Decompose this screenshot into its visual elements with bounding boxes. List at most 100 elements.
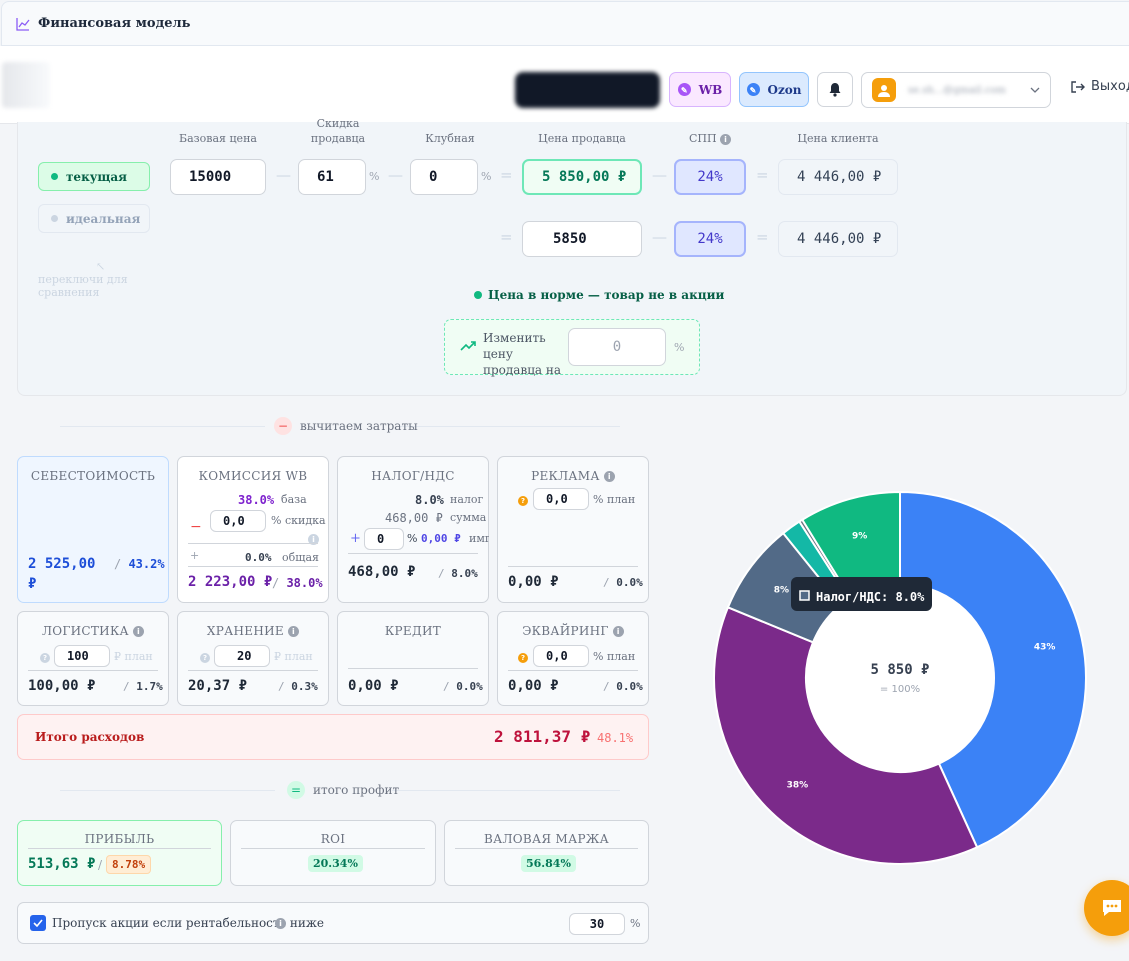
logo[interactable] [2,62,50,108]
profit-card: ПРИБЫЛЬ 513,63 ₽ / 8.78% [17,820,222,886]
tax-sum: 468,00 ₽ [385,511,443,525]
storage-pct: 0.3% [291,680,318,693]
edit-icon: ✎ [746,83,760,96]
ads-title-wrap: РЕКЛАМА i [498,469,648,483]
credit-pct-wrap: / 0.0% [443,680,483,693]
expenses-divider-label: вычитаем затраты [300,419,418,433]
card-separator [508,566,638,567]
chat-button[interactable] [1084,880,1129,936]
client-price-label: Цена клиента [797,132,879,145]
arrow-up-icon: ↖ [96,260,106,273]
blurred-button[interactable] [515,72,660,108]
skip-promo-input[interactable]: 30 [569,913,625,935]
storage-title-wrap: ХРАНЕНИЕ i [178,624,328,638]
info-icon[interactable]: i [308,534,319,545]
roi-title: ROI [320,832,346,846]
cost-card: СЕБЕСТОИМОСТЬ 2 525,00 ₽ / 43.2% [17,456,169,603]
profit-value: 513,63 ₽ [28,856,96,872]
logistics-plan-input[interactable]: 100 [54,645,110,667]
total-expenses: Итого расходов 2 811,37 ₽ 48.1% [17,714,649,760]
tax-rate: 8.0% [415,493,444,507]
slice-label: 43% [1034,643,1056,653]
window-titlebar: Финансовая модель [1,1,1129,46]
logistics-pct: 1.7% [136,680,163,693]
ozon-button[interactable]: ✎ Ozon [739,72,809,107]
user-icon [878,84,890,97]
profit-title: ПРИБЫЛЬ [84,832,155,846]
storage-pct-wrap: / 0.3% [278,680,318,693]
check-icon [33,919,43,927]
chart-tooltip: Налог/НДС: 8.0% [791,577,932,611]
question-icon[interactable]: ? [40,653,50,663]
divider-line [60,426,265,427]
client-price-output: 4 446,00 ₽ [778,159,898,195]
base-price-input[interactable]: 15000 [170,159,266,195]
info-icon[interactable]: i [133,626,145,637]
tax-sum-label: сумма [450,511,487,524]
mode-current-toggle[interactable]: текущая [38,162,150,191]
logout-button[interactable]: Выход [1071,79,1129,94]
profit-divider-label: итого профит [313,783,400,797]
tax-title: НАЛОГ/НДС [371,469,455,483]
divider-line [392,790,620,791]
notifications-button[interactable] [817,72,853,107]
discount-input[interactable]: 61 [298,159,366,195]
info-icon[interactable]: i [612,626,624,637]
equals-circle-icon: = [287,781,305,799]
change-price-label: Изменить цену продавца на [483,331,562,377]
wb-label: WB [698,82,723,97]
info-icon[interactable]: i [720,133,732,145]
minus-sign: — [388,166,403,184]
edit-icon: ✎ [677,83,691,96]
slice-label: 9% [852,532,867,542]
info-icon[interactable]: i [288,626,300,637]
change-price-input[interactable]: 0 [568,328,666,366]
spp-label: СПП [688,132,717,145]
roi-badge: 20.34% [308,855,363,872]
base-price-label: Базовая цена [179,132,257,145]
commission-title: КОМИССИЯ WB [198,469,308,483]
trend-up-icon [460,341,476,351]
mode-ideal-label: идеальная [66,211,141,226]
tax-imp-input[interactable]: 0 [364,528,404,550]
question-icon[interactable]: ? [518,496,528,506]
chart-line-icon [16,17,30,31]
tax-pct-wrap: / 8.0% [438,567,478,580]
question-icon[interactable]: ? [200,653,210,663]
minus-sign: — [276,166,291,184]
logistics-pct-wrap: / 1.7% [123,680,163,693]
price-status-text: Цена в норме — товар не в акции [488,288,725,302]
card-separator [455,848,638,849]
wb-button[interactable]: ✎ WB [669,72,731,107]
percent-sign: % [407,532,418,545]
tax-pct: 8.0% [451,567,478,580]
expenses-divider: − вычитаем затраты [274,417,418,435]
slash-sep: / [98,858,103,872]
logistics-title-wrap: ЛОГИСТИКА i [18,624,168,638]
club-input[interactable]: 0 [410,159,478,195]
plus-sign: + [190,549,200,562]
card-separator [188,566,318,567]
ads-title: РЕКЛАМА [531,469,600,483]
question-icon[interactable]: ? [518,653,528,663]
ads-plan-label: % план [593,493,636,506]
skip-promo-checkbox[interactable] [30,915,46,931]
tax-imp-amount: 0,00 ₽ [421,532,461,545]
mode-ideal-toggle[interactable]: идеальная [38,204,150,233]
ads-plan-input[interactable]: 0,0 [533,488,589,510]
info-icon[interactable]: i [275,918,286,929]
commission-discount-input[interactable]: 0,0 [210,510,266,532]
mode-current-label: текущая [66,169,128,184]
ideal-price-input[interactable]: 5850 [522,221,642,257]
info-icon[interactable]: i [603,471,615,482]
storage-plan-input[interactable]: 20 [214,645,270,667]
minus-sign: — [652,228,667,246]
margin-badge: 56.84% [521,855,576,872]
acquiring-plan-input[interactable]: 0,0 [533,645,589,667]
chevron-down-icon [1030,87,1040,93]
user-email: se.sh...@gmail.com [908,84,1006,96]
percent-sign: % [674,341,685,354]
user-menu[interactable]: se.sh...@gmail.com [861,72,1051,108]
equals-sign: = [756,166,769,184]
seller-price-output: 5 850,00 ₽ [522,159,642,195]
